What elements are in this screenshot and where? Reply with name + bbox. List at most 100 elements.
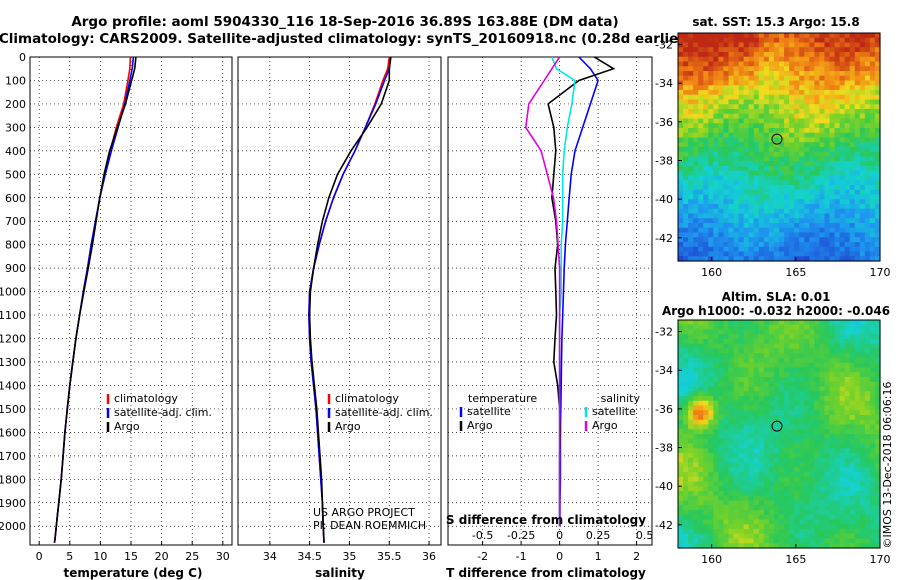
map-cell (753, 372, 760, 378)
map-cell (703, 481, 709, 487)
map-cell (758, 381, 765, 388)
map-cell (688, 339, 694, 345)
map-cell (728, 132, 735, 139)
map-cell (753, 246, 760, 253)
map-cell (804, 71, 810, 77)
map-cell (799, 199, 805, 205)
map-cell (869, 113, 876, 120)
map-cell (743, 85, 750, 91)
map-cell (748, 218, 755, 224)
map-cell (733, 329, 740, 335)
map-cell (874, 443, 881, 449)
map-cell (688, 161, 694, 167)
map-y-tick-label: -36 (655, 403, 673, 416)
map-cell (784, 132, 790, 139)
map-cell (809, 170, 815, 177)
map-cell (763, 56, 770, 63)
map-cell (763, 71, 770, 77)
map-cell (683, 400, 689, 407)
map-cell (683, 348, 689, 354)
map-cell (794, 223, 800, 229)
map-cell (768, 334, 775, 340)
map-cell (728, 410, 735, 416)
map-cell (849, 396, 856, 402)
map-cell (723, 199, 730, 205)
map-cell (733, 405, 740, 411)
map-cell (829, 500, 836, 506)
map-cell (723, 52, 730, 58)
map-cell (799, 339, 805, 345)
map-cell (819, 232, 826, 238)
map-cell (874, 52, 881, 58)
map-cell (814, 123, 820, 129)
map-cell (829, 381, 836, 388)
map-cell (743, 514, 750, 521)
map-cell (773, 334, 780, 340)
map-cell (844, 156, 851, 162)
map-cell (809, 71, 815, 77)
map-cell (874, 500, 881, 506)
map-cell (708, 218, 714, 224)
map-cell (829, 71, 836, 77)
map-cell (763, 161, 770, 167)
map-cell (844, 514, 851, 521)
map-cell (809, 142, 815, 148)
map-cell (728, 348, 735, 354)
map-cell (804, 467, 810, 473)
map-cell (723, 94, 730, 101)
map-cell (844, 415, 851, 421)
map-cell (753, 505, 760, 511)
map-cell (809, 453, 815, 459)
map-cell (683, 175, 689, 181)
map-cell (799, 377, 805, 383)
map-cell (809, 113, 815, 120)
map-cell (779, 256, 785, 262)
map-cell (748, 142, 755, 148)
map-cell (849, 329, 856, 335)
map-cell (698, 514, 704, 521)
map-cell (789, 324, 795, 331)
map-cell (804, 246, 810, 253)
map-cell (738, 42, 745, 48)
map-cell (834, 472, 841, 478)
map-cell (683, 481, 689, 487)
map-cell (834, 118, 841, 124)
map-cell (849, 109, 856, 115)
map-cell (829, 213, 836, 219)
map-cell (824, 320, 831, 326)
map-cell (693, 353, 699, 359)
map-cell (703, 128, 709, 134)
map-cell (799, 61, 805, 67)
map-cell (804, 147, 810, 153)
map-cell (874, 218, 881, 224)
map-cell (683, 524, 689, 530)
map-cell (728, 75, 735, 82)
map-cell (688, 538, 694, 544)
map-cell (768, 227, 775, 234)
map-cell (799, 415, 805, 421)
map-cell (753, 514, 760, 521)
map-cell (733, 142, 740, 148)
map-cell (834, 185, 841, 191)
map-cell (869, 386, 876, 392)
map-cell (748, 505, 755, 511)
map-cell (698, 405, 704, 411)
map-cell (773, 491, 780, 497)
map-cell (814, 457, 820, 464)
map-cell (708, 381, 714, 388)
map-cell (768, 232, 775, 238)
map-cell (819, 320, 826, 326)
map-cell (723, 448, 730, 454)
map-cell (693, 118, 699, 124)
map-cell (784, 429, 790, 435)
map-cell (864, 462, 871, 468)
map-cell (763, 52, 770, 58)
map-cell (789, 457, 795, 464)
map-cell (789, 500, 795, 506)
map-cell (804, 85, 810, 91)
map-cell (723, 505, 730, 511)
map-cell (763, 33, 770, 39)
map-cell (814, 453, 820, 459)
map-cell (688, 199, 694, 205)
map-cell (809, 533, 815, 540)
